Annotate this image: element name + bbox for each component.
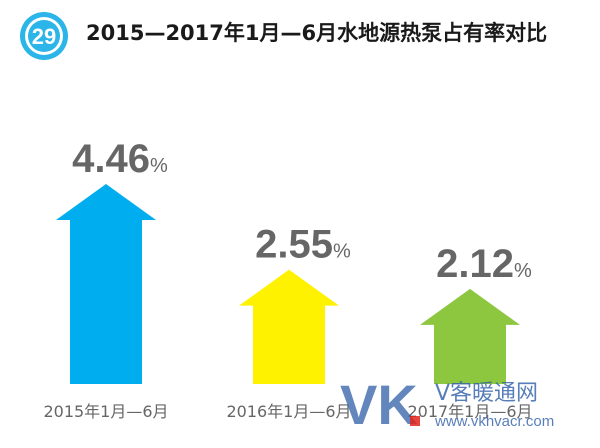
chart-title: 2015—2017年1月—6月水地源热泵占有率对比 xyxy=(86,21,548,45)
chart-number-badge: 29 xyxy=(18,10,70,62)
value-label-3: 2.12% xyxy=(436,242,532,286)
value-number-2: 2.55 xyxy=(255,223,333,267)
value-number-1: 4.46 xyxy=(72,137,150,181)
category-label-3: 2017年1月—6月 xyxy=(407,402,532,421)
arrow-bar-3 xyxy=(420,288,520,384)
site-watermark: VK V客暖通网 www.vkhvacr.com xyxy=(340,373,554,436)
watermark-site-name: V客暖通网 xyxy=(435,381,538,406)
arrow-bar-1 xyxy=(56,184,156,384)
category-label-2: 2016年1月—6月 xyxy=(226,402,351,421)
value-unit-2: % xyxy=(333,241,351,263)
watermark-logo: VK xyxy=(340,373,418,436)
value-number-3: 2.12 xyxy=(436,242,514,286)
value-unit-3: % xyxy=(514,260,532,282)
value-unit-1: % xyxy=(150,155,168,177)
category-label-1: 2015年1月—6月 xyxy=(43,402,168,421)
chart-number: 29 xyxy=(32,24,56,49)
value-label-2: 2.55% xyxy=(255,223,351,267)
watermark-url: www.vkhvacr.com xyxy=(434,413,554,430)
arrow-bar-2 xyxy=(239,269,339,384)
value-label-1: 4.46% xyxy=(72,137,168,181)
